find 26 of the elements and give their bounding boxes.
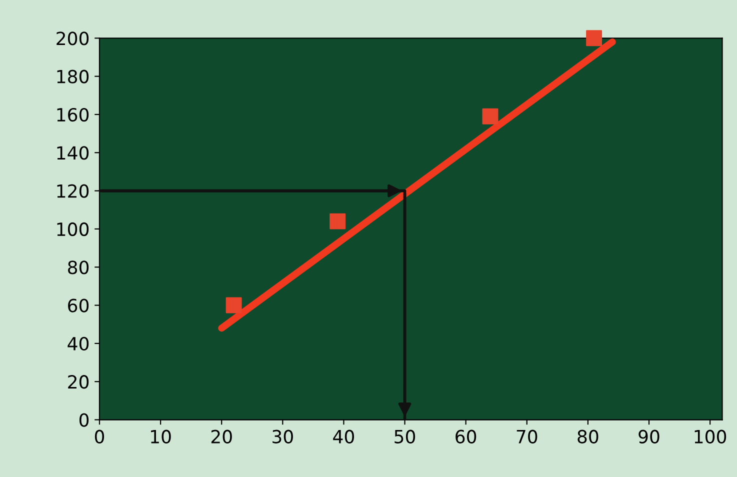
x-tick-label: 30	[272, 430, 293, 444]
y-tick-label: 120	[57, 184, 89, 198]
x-tick-label: 70	[516, 430, 538, 444]
point	[226, 297, 242, 314]
y-tick-label: 60	[68, 298, 89, 312]
x-tick-label: 0	[94, 430, 104, 444]
y-tick-label: 180	[57, 70, 89, 84]
y-tick-label: 20	[68, 375, 89, 389]
x-tick-label: 100	[694, 430, 726, 444]
x-tick-label: 60	[456, 430, 476, 444]
point	[330, 213, 346, 230]
x-tick-label: 20	[211, 430, 232, 444]
x-tick-label: 10	[151, 430, 171, 444]
point	[482, 108, 498, 124]
x-tick-label: 50	[394, 430, 416, 444]
y-tick-label: 100	[57, 222, 89, 236]
y-tick-label: 40	[68, 336, 89, 351]
x-tick-label: 40	[333, 430, 354, 444]
x-tick-label: 80	[578, 430, 598, 444]
y-tick-label: 80	[68, 260, 89, 274]
y-tick-label: 0	[79, 413, 89, 427]
y-tick-label: 200	[56, 32, 89, 46]
y-tick-label: 140	[57, 146, 89, 160]
y-tick-label: 160	[57, 108, 89, 122]
point	[586, 30, 602, 46]
x-tick-label: 90	[638, 430, 660, 444]
